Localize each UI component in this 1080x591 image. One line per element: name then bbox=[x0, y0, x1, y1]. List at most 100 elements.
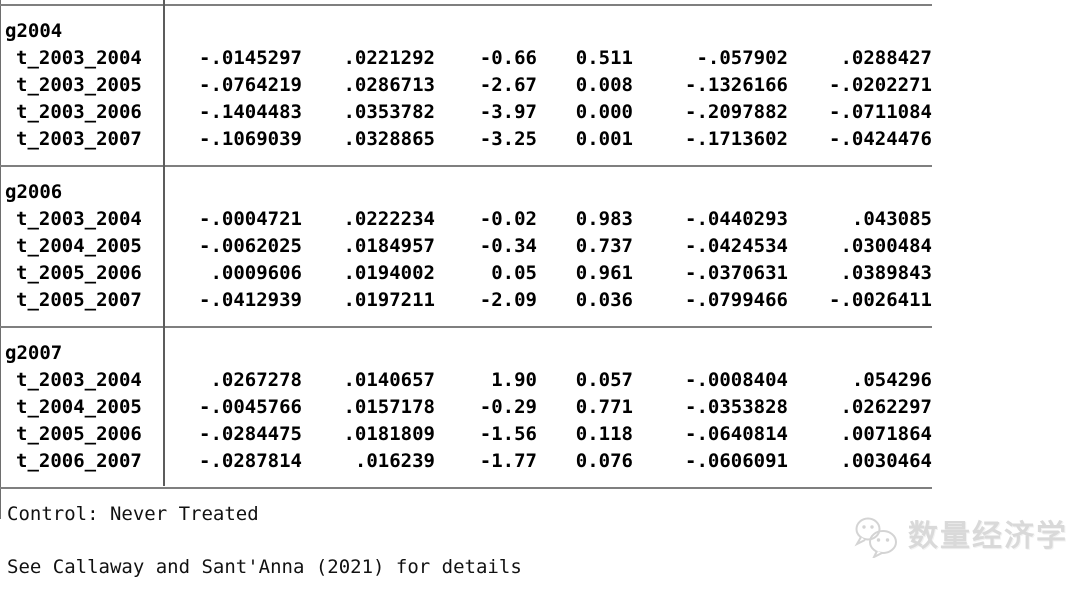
cell-coef: -.0412939 bbox=[199, 289, 302, 311]
cell-t: -0.02 bbox=[479, 208, 537, 230]
table-row: t_2003_2005 -.0764219 .0286713 -2.67 0.008 -.… bbox=[0, 72, 932, 99]
row-label: t_2003_2007 bbox=[16, 128, 142, 150]
cell-t: -2.09 bbox=[479, 289, 537, 311]
table-row: t_2003_2006 -.1404483 .0353782 -3.97 0.000 -.… bbox=[0, 99, 932, 126]
table-row: t_2004_2005 -.0045766 .0157178 -0.29 0.771 -.… bbox=[0, 394, 932, 421]
cell-p: 0.008 bbox=[575, 74, 633, 96]
cell-ci_low: -.0640814 bbox=[685, 423, 788, 445]
cell-p: 0.118 bbox=[575, 423, 633, 445]
row-label: t_2004_2005 bbox=[16, 235, 142, 257]
group-label: g2004 bbox=[5, 20, 63, 42]
row-label: t_2003_2006 bbox=[16, 101, 142, 123]
cell-ci_high: .054296 bbox=[851, 369, 932, 391]
wechat-logo-icon bbox=[854, 517, 897, 558]
cell-ci_low: -.0606091 bbox=[685, 450, 788, 472]
cell-coef: -.0284475 bbox=[199, 423, 302, 445]
cell-std_err: .016239 bbox=[354, 450, 435, 472]
cell-coef: -.0062025 bbox=[199, 235, 302, 257]
cell-t: -3.25 bbox=[479, 128, 537, 150]
cell-coef: -.0287814 bbox=[199, 450, 302, 472]
row-label: t_2005_2006 bbox=[16, 262, 142, 284]
watermark-text: 数量经济学 bbox=[908, 519, 1068, 554]
row-label: t_2003_2005 bbox=[16, 74, 142, 96]
group-header-row: g2004 bbox=[0, 18, 932, 45]
table-row: t_2005_2007 -.0412939 .0197211 -2.09 0.036 -.… bbox=[0, 287, 932, 314]
cell-std_err: .0181809 bbox=[343, 423, 435, 445]
cell-ci_high: .0071864 bbox=[840, 423, 932, 445]
cell-ci_low: -.0440293 bbox=[685, 208, 788, 230]
table-row: t_2004_2005 -.0062025 .0184957 -0.34 0.737 -.… bbox=[0, 233, 932, 260]
cell-p: 0.057 bbox=[575, 369, 633, 391]
cell-ci_high: .0300484 bbox=[840, 235, 932, 257]
cell-ci_low: -.0799466 bbox=[685, 289, 788, 311]
control-note: Control: Never Treated bbox=[7, 503, 259, 525]
row-label: t_2003_2004 bbox=[16, 47, 142, 69]
group-block-g2007: g2007 t_2003_2004 .0267278 .0140657 1.90 0.05… bbox=[0, 328, 932, 487]
table-row: t_2005_2006 -.0284475 .0181809 -1.56 0.118 -.… bbox=[0, 421, 932, 448]
cell-std_err: .0184957 bbox=[343, 235, 435, 257]
cell-ci_high: .0262297 bbox=[840, 396, 932, 418]
group-separator-line bbox=[0, 165, 932, 167]
cell-t: -1.77 bbox=[479, 450, 537, 472]
cell-t: -0.29 bbox=[479, 396, 537, 418]
cell-ci_high: .0030464 bbox=[840, 450, 932, 472]
cell-ci_low: -.0353828 bbox=[685, 396, 788, 418]
cell-ci_high: -.0711084 bbox=[829, 101, 932, 123]
cell-p: 0.000 bbox=[575, 101, 633, 123]
cell-p: 0.771 bbox=[575, 396, 633, 418]
cell-ci_high: -.0202271 bbox=[829, 74, 932, 96]
cell-std_err: .0286713 bbox=[343, 74, 435, 96]
cell-t: -0.66 bbox=[479, 47, 537, 69]
cell-p: 0.983 bbox=[575, 208, 633, 230]
cell-ci_high: .0389843 bbox=[840, 262, 932, 284]
group-block-g2006: g2006 t_2003_2004 -.0004721 .0222234 -0.02 0.… bbox=[0, 167, 932, 326]
cell-ci_high: .043085 bbox=[851, 208, 932, 230]
cell-ci_high: .0288427 bbox=[840, 47, 932, 69]
group-label: g2006 bbox=[5, 181, 63, 203]
cell-t: -1.56 bbox=[479, 423, 537, 445]
group-block-g2004: g2004 t_2003_2004 -.0145297 .0221292 -0.66 0.… bbox=[0, 6, 932, 165]
cell-p: 0.001 bbox=[575, 128, 633, 150]
group-separator-line bbox=[0, 326, 932, 328]
cell-coef: .0009606 bbox=[210, 262, 302, 284]
cell-ci_low: -.0370631 bbox=[685, 262, 788, 284]
table-column-divider bbox=[163, 0, 165, 486]
cell-coef: -.0764219 bbox=[199, 74, 302, 96]
row-label: t_2005_2007 bbox=[16, 289, 142, 311]
row-label: t_2003_2004 bbox=[16, 369, 142, 391]
cell-std_err: .0140657 bbox=[343, 369, 435, 391]
cell-std_err: .0197211 bbox=[343, 289, 435, 311]
window-left-border bbox=[0, 0, 1, 519]
table-row: t_2003_2004 -.0145297 .0221292 -0.66 0.511 -.… bbox=[0, 45, 932, 72]
cell-p: 0.036 bbox=[575, 289, 633, 311]
row-label: t_2005_2006 bbox=[16, 423, 142, 445]
cell-std_err: .0353782 bbox=[343, 101, 435, 123]
row-label: t_2003_2004 bbox=[16, 208, 142, 230]
cell-t: 0.05 bbox=[491, 262, 537, 284]
cell-p: 0.511 bbox=[575, 47, 633, 69]
table-row: t_2005_2006 .0009606 .0194002 0.05 0.961 -.03… bbox=[0, 260, 932, 287]
watermark: 数量经济学 bbox=[854, 516, 1068, 558]
cell-coef: -.1069039 bbox=[199, 128, 302, 150]
cell-std_err: .0328865 bbox=[343, 128, 435, 150]
cell-t: 1.90 bbox=[491, 369, 537, 391]
cell-p: 0.961 bbox=[575, 262, 633, 284]
cell-ci_low: -.1713602 bbox=[685, 128, 788, 150]
cell-std_err: .0221292 bbox=[343, 47, 435, 69]
cell-ci_low: -.0424534 bbox=[685, 235, 788, 257]
cell-t: -2.67 bbox=[479, 74, 537, 96]
cell-ci_low: -.0008404 bbox=[685, 369, 788, 391]
cell-p: 0.076 bbox=[575, 450, 633, 472]
cell-std_err: .0157178 bbox=[343, 396, 435, 418]
cell-coef: -.0045766 bbox=[199, 396, 302, 418]
group-label: g2007 bbox=[5, 342, 63, 364]
reference-note: See Callaway and Sant'Anna (2021) for de… bbox=[7, 556, 522, 578]
table-row: t_2003_2007 -.1069039 .0328865 -3.25 0.001 -.… bbox=[0, 126, 932, 153]
row-label: t_2006_2007 bbox=[16, 450, 142, 472]
cell-std_err: .0194002 bbox=[343, 262, 435, 284]
cell-t: -0.34 bbox=[479, 235, 537, 257]
cell-coef: -.1404483 bbox=[199, 101, 302, 123]
table-row: t_2003_2004 .0267278 .0140657 1.90 0.057 -.00… bbox=[0, 367, 932, 394]
cell-ci_low: -.1326166 bbox=[685, 74, 788, 96]
